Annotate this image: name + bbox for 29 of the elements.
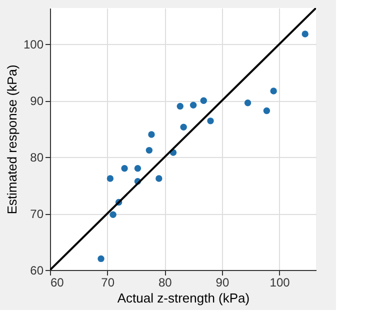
x-axis-title: Actual z-strength (kPa) bbox=[117, 290, 250, 306]
point bbox=[190, 102, 197, 108]
point bbox=[98, 255, 104, 262]
point bbox=[106, 175, 114, 182]
point bbox=[200, 97, 207, 104]
point bbox=[146, 146, 153, 154]
y-tick-label: 90 bbox=[30, 94, 44, 108]
x-tick-label: 60 bbox=[50, 276, 64, 290]
x-tick-label: 90 bbox=[216, 276, 230, 290]
y-tick-label: 70 bbox=[30, 207, 44, 222]
y-tick-label: 100 bbox=[23, 38, 44, 52]
x-tick-label: 70 bbox=[101, 276, 115, 290]
point bbox=[110, 211, 116, 218]
point bbox=[156, 175, 162, 182]
y-tick-label: 80 bbox=[30, 150, 44, 165]
point bbox=[134, 165, 142, 172]
point bbox=[176, 102, 184, 110]
y-axis-title: Estimated response (kPa) bbox=[4, 64, 20, 214]
point bbox=[121, 165, 128, 172]
point bbox=[263, 107, 270, 114]
y-tick-label: 60 bbox=[30, 264, 44, 278]
point bbox=[302, 30, 308, 38]
point bbox=[148, 131, 155, 138]
x-tick-label: 80 bbox=[158, 276, 172, 290]
x-tick-label: 100 bbox=[270, 276, 290, 290]
point bbox=[270, 88, 277, 94]
point bbox=[180, 124, 187, 130]
point bbox=[244, 100, 252, 106]
point bbox=[207, 118, 214, 124]
